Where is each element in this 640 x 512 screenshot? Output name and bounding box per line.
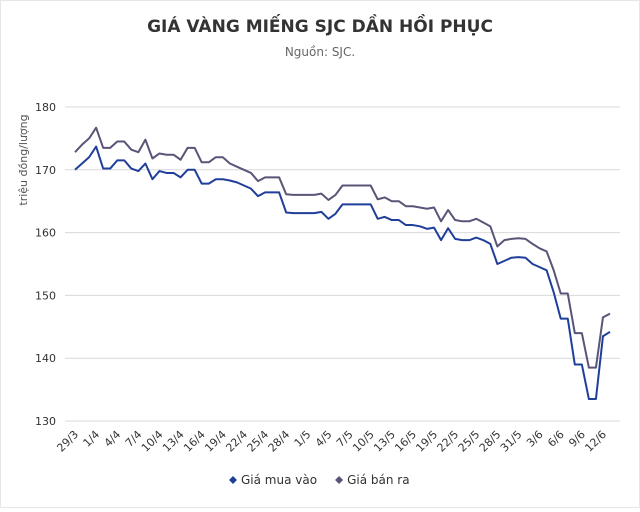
y-axis-label: triệu đồng/lượng (17, 114, 30, 205)
legend-marker (335, 476, 344, 484)
y-tick-label: 130 (35, 415, 56, 428)
chart-subtitle: Nguồn: SJC. (285, 45, 355, 59)
legend-label: Giá bán ra (347, 473, 409, 487)
legend-marker (229, 476, 237, 484)
line-series (74, 145, 611, 401)
y-tick-label: 150 (35, 289, 56, 302)
y-tick-label: 170 (35, 164, 56, 177)
line-series (74, 126, 611, 369)
chart-title: GIÁ VÀNG MIẾNG SJC DẦN HỒI PHỤC (147, 13, 493, 37)
legend-label: Giá mua vào (241, 473, 317, 487)
y-tick-label: 180 (35, 101, 56, 114)
y-tick-label: 160 (35, 227, 56, 240)
y-tick-label: 140 (35, 352, 56, 365)
